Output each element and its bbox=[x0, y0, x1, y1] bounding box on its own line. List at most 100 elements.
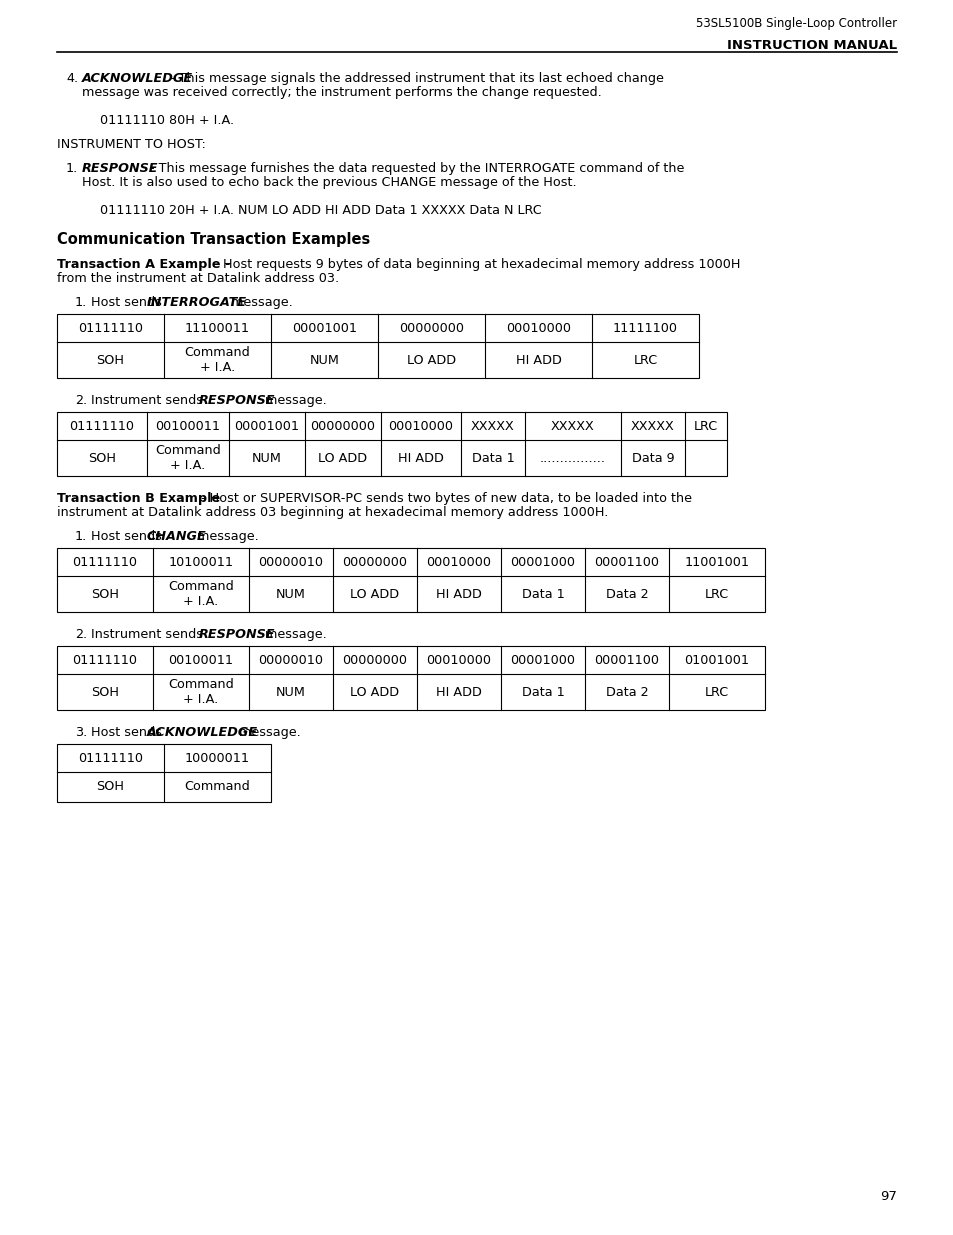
Text: message.: message. bbox=[193, 530, 258, 543]
Text: 01111110: 01111110 bbox=[70, 420, 134, 432]
Text: Host sends: Host sends bbox=[91, 530, 166, 543]
Text: 01111110: 01111110 bbox=[72, 556, 137, 568]
Text: Data 1: Data 1 bbox=[521, 685, 564, 699]
Text: HI ADD: HI ADD bbox=[436, 685, 481, 699]
Text: 1.: 1. bbox=[75, 530, 87, 543]
Text: - Host or SUPERVISOR-PC sends two bytes of new data, to be loaded into the: - Host or SUPERVISOR-PC sends two bytes … bbox=[196, 492, 691, 505]
Text: INTERROGATE: INTERROGATE bbox=[147, 296, 247, 309]
Text: LRC: LRC bbox=[704, 588, 728, 600]
Text: 1.: 1. bbox=[75, 296, 87, 309]
Text: Instrument sends: Instrument sends bbox=[91, 629, 207, 641]
Text: 2.: 2. bbox=[75, 629, 87, 641]
Text: 01111110: 01111110 bbox=[78, 321, 143, 335]
Text: Communication Transaction Examples: Communication Transaction Examples bbox=[57, 232, 370, 247]
Text: 00000000: 00000000 bbox=[342, 653, 407, 667]
Text: LO ADD: LO ADD bbox=[407, 353, 456, 367]
Text: 10100011: 10100011 bbox=[169, 556, 233, 568]
Text: HI ADD: HI ADD bbox=[436, 588, 481, 600]
Text: 00001000: 00001000 bbox=[510, 556, 575, 568]
Text: from the instrument at Datalink address 03.: from the instrument at Datalink address … bbox=[57, 272, 338, 285]
Text: Host requests 9 bytes of data beginning at hexadecimal memory address 1000H: Host requests 9 bytes of data beginning … bbox=[219, 258, 740, 270]
Text: INSTRUMENT TO HOST:: INSTRUMENT TO HOST: bbox=[57, 138, 206, 151]
Text: 97: 97 bbox=[880, 1191, 896, 1203]
Text: 00000000: 00000000 bbox=[342, 556, 407, 568]
Text: XXXXX: XXXXX bbox=[551, 420, 595, 432]
Text: XXXXX: XXXXX bbox=[631, 420, 674, 432]
Bar bbox=[57, 743, 271, 802]
Text: - This message signals the addressed instrument that its last echoed change: - This message signals the addressed ins… bbox=[166, 72, 663, 85]
Text: 00010000: 00010000 bbox=[426, 556, 491, 568]
Text: 00001000: 00001000 bbox=[510, 653, 575, 667]
Text: ACKNOWLEDGE: ACKNOWLEDGE bbox=[82, 72, 193, 85]
Text: 01111110 80H + I.A.: 01111110 80H + I.A. bbox=[100, 114, 233, 127]
Text: SOH: SOH bbox=[91, 588, 119, 600]
Text: 1.: 1. bbox=[66, 162, 78, 175]
Text: HI ADD: HI ADD bbox=[397, 452, 443, 464]
Text: message.: message. bbox=[227, 296, 293, 309]
Text: Host. It is also used to echo back the previous CHANGE message of the Host.: Host. It is also used to echo back the p… bbox=[82, 177, 576, 189]
Text: NUM: NUM bbox=[252, 452, 282, 464]
Text: message.: message. bbox=[234, 726, 300, 739]
Text: Command
+ I.A.: Command + I.A. bbox=[168, 678, 233, 706]
Text: SOH: SOH bbox=[91, 685, 119, 699]
Text: RESPONSE: RESPONSE bbox=[82, 162, 158, 175]
Text: 11100011: 11100011 bbox=[185, 321, 250, 335]
Text: 01111110: 01111110 bbox=[72, 653, 137, 667]
Text: Data 2: Data 2 bbox=[605, 685, 648, 699]
Text: 01001001: 01001001 bbox=[684, 653, 749, 667]
Text: LO ADD: LO ADD bbox=[318, 452, 367, 464]
Text: 00010000: 00010000 bbox=[388, 420, 453, 432]
Bar bbox=[57, 314, 699, 378]
Text: SOH: SOH bbox=[96, 781, 125, 794]
Text: XXXXX: XXXXX bbox=[471, 420, 515, 432]
Text: LRC: LRC bbox=[693, 420, 718, 432]
Text: Data 1: Data 1 bbox=[471, 452, 514, 464]
Bar bbox=[57, 548, 764, 613]
Text: Command
+ I.A.: Command + I.A. bbox=[185, 346, 250, 374]
Text: HI ADD: HI ADD bbox=[515, 353, 561, 367]
Text: CHANGE: CHANGE bbox=[147, 530, 207, 543]
Text: 00000000: 00000000 bbox=[310, 420, 375, 432]
Text: 10000011: 10000011 bbox=[185, 752, 250, 764]
Text: LO ADD: LO ADD bbox=[350, 685, 399, 699]
Text: 00001001: 00001001 bbox=[292, 321, 356, 335]
Text: 00100011: 00100011 bbox=[169, 653, 233, 667]
Text: 00010000: 00010000 bbox=[505, 321, 571, 335]
Text: LRC: LRC bbox=[633, 353, 657, 367]
Text: NUM: NUM bbox=[275, 685, 306, 699]
Text: LRC: LRC bbox=[704, 685, 728, 699]
Text: 00001001: 00001001 bbox=[234, 420, 299, 432]
Text: 00100011: 00100011 bbox=[155, 420, 220, 432]
Text: Transaction A Example -: Transaction A Example - bbox=[57, 258, 230, 270]
Text: Instrument sends: Instrument sends bbox=[91, 394, 207, 408]
Text: message was received correctly; the instrument performs the change requested.: message was received correctly; the inst… bbox=[82, 86, 601, 99]
Bar bbox=[57, 412, 726, 475]
Text: Data 2: Data 2 bbox=[605, 588, 648, 600]
Text: message.: message. bbox=[261, 629, 327, 641]
Text: Command
+ I.A.: Command + I.A. bbox=[168, 580, 233, 608]
Text: 00001100: 00001100 bbox=[594, 556, 659, 568]
Text: SOH: SOH bbox=[96, 353, 125, 367]
Text: ................: ................ bbox=[539, 452, 605, 464]
Text: Host sends: Host sends bbox=[91, 726, 166, 739]
Text: LO ADD: LO ADD bbox=[350, 588, 399, 600]
Text: - This message furnishes the data requested by the INTERROGATE command of the: - This message furnishes the data reques… bbox=[146, 162, 683, 175]
Text: RESPONSE: RESPONSE bbox=[199, 394, 275, 408]
Text: Command: Command bbox=[185, 781, 250, 794]
Text: 00001100: 00001100 bbox=[594, 653, 659, 667]
Text: SOH: SOH bbox=[88, 452, 116, 464]
Text: INSTRUCTION MANUAL: INSTRUCTION MANUAL bbox=[726, 40, 896, 52]
Text: ACKNOWLEDGE: ACKNOWLEDGE bbox=[147, 726, 258, 739]
Text: Data 1: Data 1 bbox=[521, 588, 564, 600]
Text: RESPONSE: RESPONSE bbox=[199, 629, 275, 641]
Text: Command
+ I.A.: Command + I.A. bbox=[155, 445, 221, 472]
Text: 00010000: 00010000 bbox=[426, 653, 491, 667]
Text: 01111110: 01111110 bbox=[78, 752, 143, 764]
Text: NUM: NUM bbox=[275, 588, 306, 600]
Text: 4.: 4. bbox=[66, 72, 78, 85]
Text: 00000000: 00000000 bbox=[398, 321, 463, 335]
Text: 2.: 2. bbox=[75, 394, 87, 408]
Text: 00000010: 00000010 bbox=[258, 556, 323, 568]
Text: 01111110 20H + I.A. NUM LO ADD HI ADD Data 1 XXXXX Data N LRC: 01111110 20H + I.A. NUM LO ADD HI ADD Da… bbox=[100, 204, 541, 217]
Text: Data 9: Data 9 bbox=[631, 452, 674, 464]
